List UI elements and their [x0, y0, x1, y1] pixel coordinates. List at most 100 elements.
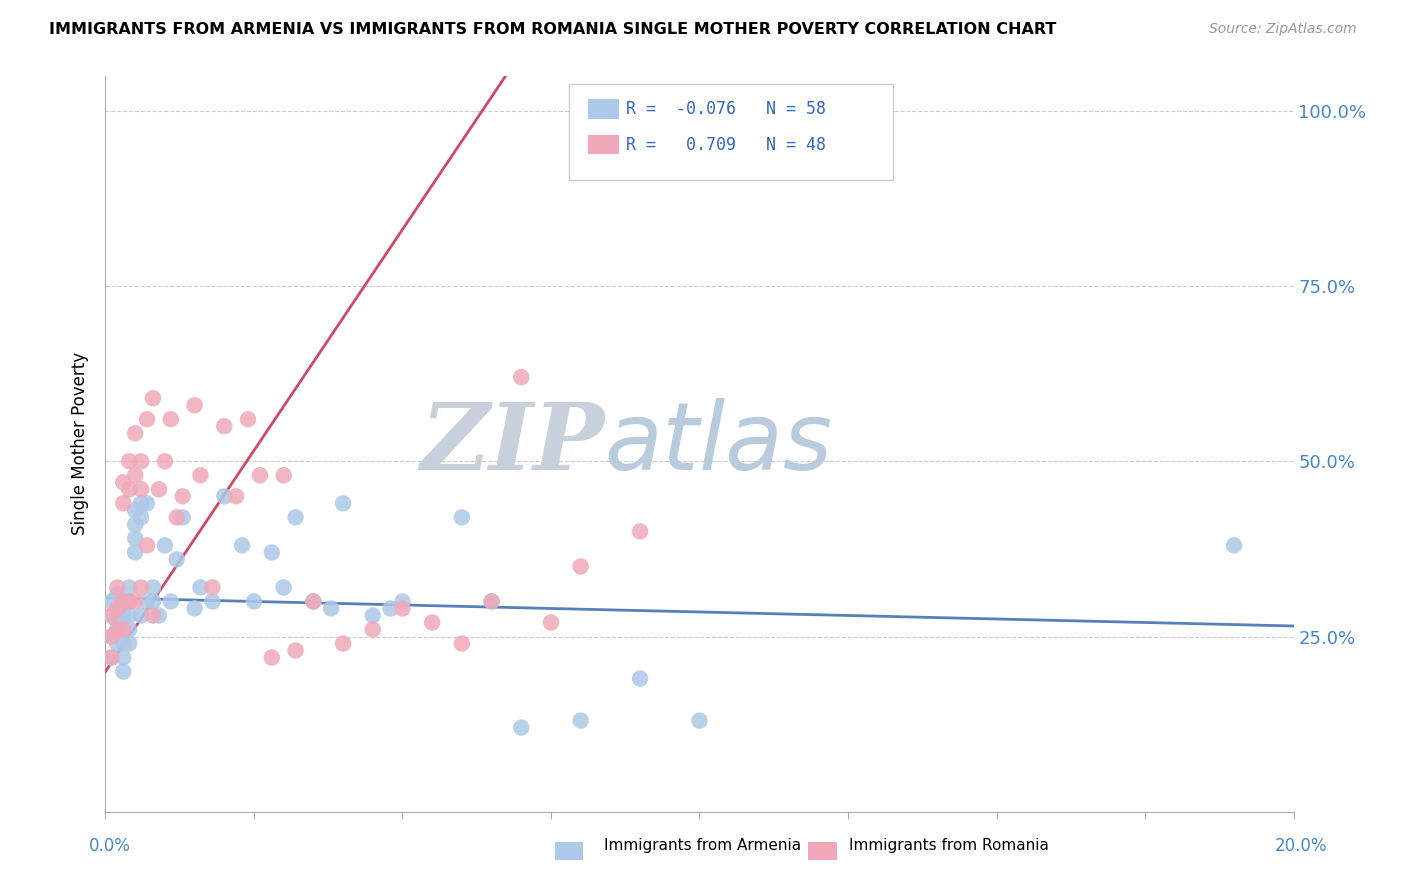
Point [569, 714, 592, 728]
Point [172, 489, 194, 503]
Point [105, 615, 128, 630]
Point [450, 510, 472, 524]
Point [100, 608, 122, 623]
Point [112, 496, 135, 510]
Point [481, 594, 503, 608]
Point [129, 496, 152, 510]
Point [214, 419, 236, 434]
Point [118, 608, 141, 623]
Point [142, 594, 165, 608]
Point [112, 608, 135, 623]
Point [391, 594, 413, 608]
Point [118, 623, 141, 637]
Text: ZIP: ZIP [420, 399, 605, 489]
Point [105, 601, 128, 615]
Point [510, 721, 533, 735]
Point [540, 615, 562, 630]
Text: 20.0%: 20.0% [1274, 837, 1327, 855]
Point [124, 532, 146, 546]
Point [321, 601, 343, 615]
Text: atlas: atlas [605, 398, 832, 490]
Point [689, 714, 711, 728]
Point [105, 587, 128, 601]
Point [159, 412, 181, 426]
Point [148, 483, 170, 497]
Point [129, 581, 152, 595]
Point [201, 581, 224, 595]
Point [172, 510, 194, 524]
Point [420, 615, 443, 630]
Point [100, 630, 122, 644]
Point [142, 608, 165, 623]
Text: Immigrants from Romania: Immigrants from Romania [849, 838, 1049, 853]
Point [136, 412, 159, 426]
Point [112, 623, 135, 637]
Point [1223, 538, 1246, 552]
Point [118, 454, 141, 468]
Point [201, 594, 224, 608]
Point [118, 483, 141, 497]
Point [243, 594, 266, 608]
Point [260, 545, 283, 559]
Point [124, 503, 146, 517]
Point [166, 552, 188, 566]
Point [302, 594, 325, 608]
Point [105, 636, 128, 650]
Point [112, 623, 135, 637]
Point [142, 581, 165, 595]
Point [105, 601, 128, 615]
Point [148, 608, 170, 623]
Point [231, 538, 253, 552]
Text: R =  -0.076   N = 58: R = -0.076 N = 58 [626, 100, 825, 118]
Point [284, 510, 307, 524]
Point [129, 510, 152, 524]
Point [124, 517, 146, 532]
Point [142, 391, 165, 405]
Point [136, 594, 159, 608]
Point [118, 636, 141, 650]
Point [112, 475, 135, 490]
Point [628, 524, 651, 539]
Point [124, 468, 146, 483]
Point [124, 426, 146, 441]
Point [260, 650, 283, 665]
Point [124, 545, 146, 559]
Point [153, 454, 176, 468]
Point [214, 489, 236, 503]
Text: IMMIGRANTS FROM ARMENIA VS IMMIGRANTS FROM ROMANIA SINGLE MOTHER POVERTY CORRELA: IMMIGRANTS FROM ARMENIA VS IMMIGRANTS FR… [49, 22, 1056, 37]
Point [166, 510, 188, 524]
Point [112, 594, 135, 608]
Point [100, 650, 122, 665]
Point [183, 398, 205, 412]
Point [112, 594, 135, 608]
Point [136, 538, 159, 552]
Point [361, 623, 384, 637]
Point [136, 496, 159, 510]
Point [100, 630, 122, 644]
Point [100, 650, 122, 665]
Point [124, 594, 146, 608]
Point [100, 608, 122, 623]
Point [380, 601, 402, 615]
Point [112, 636, 135, 650]
Text: 0.0%: 0.0% [89, 837, 131, 855]
Point [225, 489, 247, 503]
Point [190, 581, 212, 595]
Point [361, 608, 384, 623]
Text: Immigrants from Armenia: Immigrants from Armenia [605, 838, 801, 853]
Point [112, 650, 135, 665]
Point [129, 483, 152, 497]
Point [105, 623, 128, 637]
Point [112, 665, 135, 679]
Point [153, 538, 176, 552]
Point [332, 636, 354, 650]
Y-axis label: Single Mother Poverty: Single Mother Poverty [72, 352, 90, 535]
Point [159, 594, 181, 608]
Point [129, 454, 152, 468]
Point [302, 594, 325, 608]
Point [332, 496, 354, 510]
Text: Source: ZipAtlas.com: Source: ZipAtlas.com [1209, 22, 1357, 37]
Point [273, 468, 295, 483]
Point [628, 672, 651, 686]
Point [481, 594, 503, 608]
